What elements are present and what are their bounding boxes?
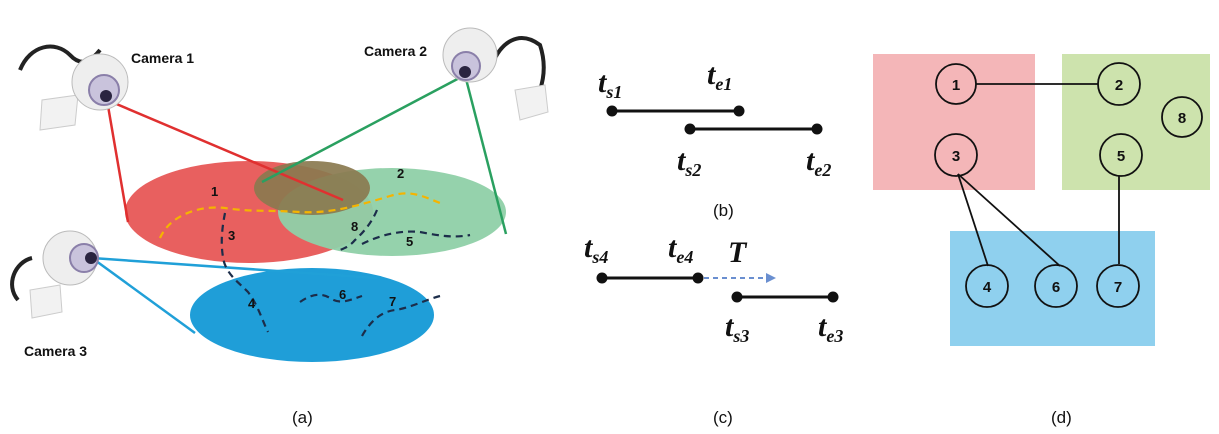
caption-c: (c) [713,408,733,427]
node-3 [934,133,978,177]
track-label-4: 4 [248,296,256,311]
track-label-3: 3 [228,228,235,243]
point-ts3 [731,291,743,303]
caption-d: (d) [1051,408,1072,427]
camera3-fov-ellipse [190,268,434,362]
camera1-icon [18,44,129,131]
label-T: T [728,236,748,269]
camera1-label: Camera 1 [131,50,194,66]
node-label-6: 6 [1052,279,1060,296]
label-ts3: ts3 [725,310,749,346]
node-label-4: 4 [983,279,992,296]
point-te2 [811,123,823,135]
node-label-1: 1 [952,77,960,94]
label-te2: te2 [806,144,831,180]
edge-3-4 [957,173,989,267]
node-label-2: 2 [1115,77,1123,94]
camera3-icon [10,230,99,319]
edge-3-6 [957,173,1061,267]
camera3-view-line [91,256,196,335]
label-te1: te1 [707,58,732,94]
group-box-camera3 [950,231,1155,346]
panel-b: ts1 te1 ts2 te2 (b) [598,58,831,220]
camera3-label: Camera 3 [24,343,87,359]
point-te1 [733,105,745,117]
point-ts1 [606,105,618,117]
point-te3 [827,291,839,303]
node-4 [965,264,1009,308]
caption-b: (b) [713,201,734,220]
track-7-path [361,294,441,337]
camera1-view-line [106,98,344,202]
node-8 [1161,96,1203,138]
panel-d: 1 2 3 4 5 6 7 8 (d) [873,54,1210,427]
camera2-icon [442,27,549,121]
track-label-6: 6 [339,287,346,302]
label-ts2: ts2 [677,144,701,180]
label-ts4: ts4 [584,231,608,267]
group-box-camera1 [873,54,1035,190]
caption-a: (a) [292,408,313,427]
label-te4: te4 [668,231,693,267]
node-label-3: 3 [952,148,960,165]
camera3-view-line [91,256,378,280]
node-5 [1099,133,1143,177]
group-box-camera2 [1062,54,1210,190]
node-2 [1097,62,1141,106]
node-label-5: 5 [1117,148,1125,165]
track-8-path [339,209,379,252]
track-label-8: 8 [351,219,358,234]
gap-arrow-head [766,273,776,283]
track-label-2: 2 [397,166,404,181]
label-te3: te3 [818,310,843,346]
panel-a: 1 2 3 4 5 6 7 8 Camera 1 Camera 2 [10,27,549,427]
label-ts1: ts1 [598,66,622,102]
point-te4 [692,272,704,284]
node-1 [935,63,977,105]
camera2-view-line [463,74,508,235]
track-label-1: 1 [211,184,218,199]
node-6 [1034,264,1078,308]
camera2-label: Camera 2 [364,43,427,59]
node-label-7: 7 [1114,279,1122,296]
track-3-path [220,212,269,333]
track-1-path [158,192,441,239]
track-label-5: 5 [406,234,413,249]
camera2-view-line [261,73,466,184]
panel-c: ts4 te4 T ts3 te3 (c) [584,231,843,427]
track-5-path [361,230,471,245]
point-ts2 [684,123,696,135]
node-7 [1096,264,1140,308]
track-label-7: 7 [389,294,396,309]
camera1-view-line [105,99,130,223]
point-ts4 [596,272,608,284]
node-label-8: 8 [1178,110,1186,127]
